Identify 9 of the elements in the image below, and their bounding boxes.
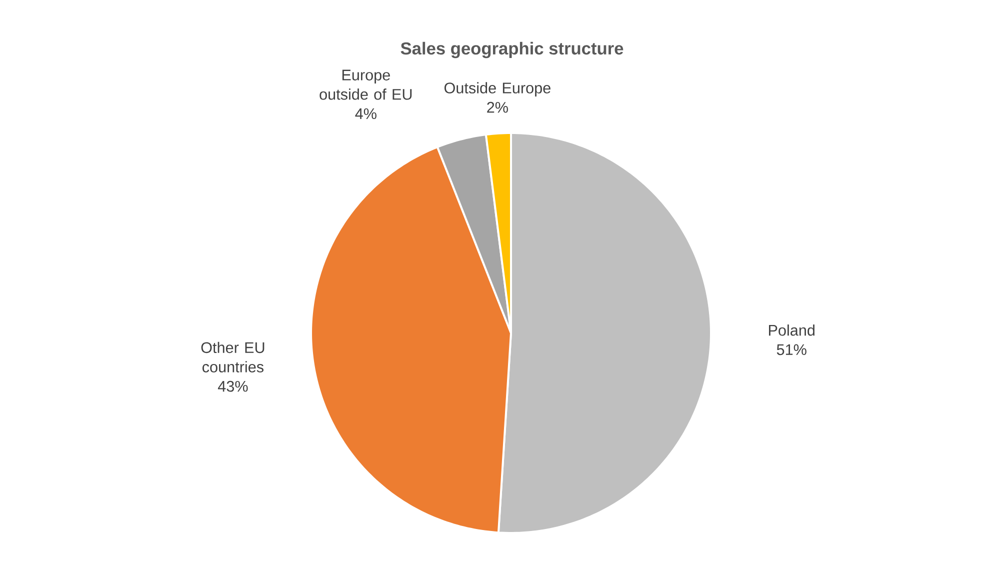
- chart-title: Sales geographic structure: [400, 42, 624, 58]
- data-label: 51%: [776, 344, 806, 356]
- slice-label: Other EU countries: [201, 342, 264, 372]
- slice-label: Outside Europe: [444, 82, 550, 96]
- data-label: 4%: [355, 108, 376, 120]
- slice-label: Poland: [768, 324, 814, 336]
- data-label: 2%: [487, 102, 508, 113]
- slice-label: Europe outside of EU: [320, 70, 412, 100]
- data-label: 43%: [218, 380, 248, 392]
